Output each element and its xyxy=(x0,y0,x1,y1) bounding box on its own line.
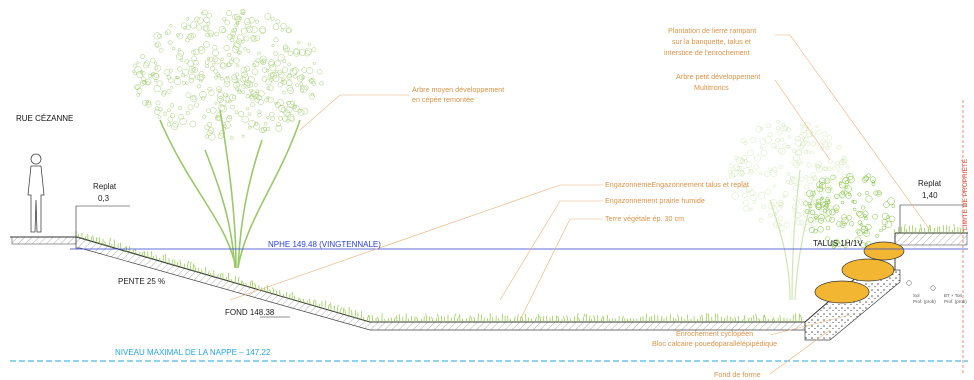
ground-cover-shrubs xyxy=(803,173,896,249)
street-label: RUE CÉZANNE xyxy=(16,114,73,123)
soil-layer xyxy=(75,236,806,331)
boulder xyxy=(814,280,870,304)
sidewalk xyxy=(11,236,77,245)
tree-small xyxy=(728,119,851,301)
bottom-label: FOND 148.38 xyxy=(225,308,275,317)
replat-left-dimension xyxy=(75,205,130,237)
replat-left-value: 0,3 xyxy=(98,194,110,203)
replat-right-dimension xyxy=(899,204,967,233)
person-silhouette xyxy=(27,153,45,233)
annotation-tree-medium: Arbre moyen développement xyxy=(412,85,504,94)
small-note: Sol xyxy=(913,293,920,298)
talus-label: TALUS 1H/1V xyxy=(813,239,863,248)
annotation-ground-cover: interstice de l'enrochement xyxy=(664,48,750,57)
replat-left-title: Replat xyxy=(93,182,117,191)
boulder xyxy=(863,241,905,261)
small-note: Prof. (prob) xyxy=(944,299,967,304)
replat-right-value: 1,40 xyxy=(922,191,938,200)
annotation-grass-slope: EngazonnemeEngazonnement talus et replat xyxy=(605,180,749,189)
annotation-riprap: Enrochement cyclopéen xyxy=(676,329,753,338)
annotation-riprap: Bloc calcaire pouedoparallélépipédique xyxy=(652,339,777,348)
annotation-topsoil: Terre végétale ép. 30 cm xyxy=(605,214,684,223)
property-limit-label: LIMITE DE PROPRIÉTÉ xyxy=(960,158,969,230)
replat-right-title: Replat xyxy=(918,179,942,188)
leader-lines xyxy=(229,34,931,375)
grass xyxy=(75,224,965,323)
boulders xyxy=(814,241,905,304)
annotation-tree-small: Arbre petit développement xyxy=(676,72,760,81)
small-note: Prof. (prob) xyxy=(913,299,936,304)
water-table-label: NIVEAU MAXIMAL DE LA NAPPE – 147.22 xyxy=(115,348,271,357)
annotation-foundation: Fond de forme xyxy=(714,370,761,379)
small-note: BT + Toit xyxy=(944,293,962,298)
annotation-tree-medium: en cépée remontée xyxy=(412,95,474,104)
tree-medium xyxy=(132,8,324,269)
nphe-label: NPHE 149.48 (VINGTENNALE) xyxy=(268,240,381,249)
annotation-grass-wet: Engazonnement prairie humide xyxy=(605,196,705,205)
annotation-ground-cover: Plantation de lierre rampant xyxy=(668,26,756,35)
right-terrace xyxy=(894,232,968,246)
annotation-tree-small: Multitroncs xyxy=(694,83,729,92)
annotation-ground-cover: sur la banquette, talus et xyxy=(672,37,751,46)
slope-label: PENTE 25 % xyxy=(118,277,165,286)
boulder xyxy=(841,258,895,282)
